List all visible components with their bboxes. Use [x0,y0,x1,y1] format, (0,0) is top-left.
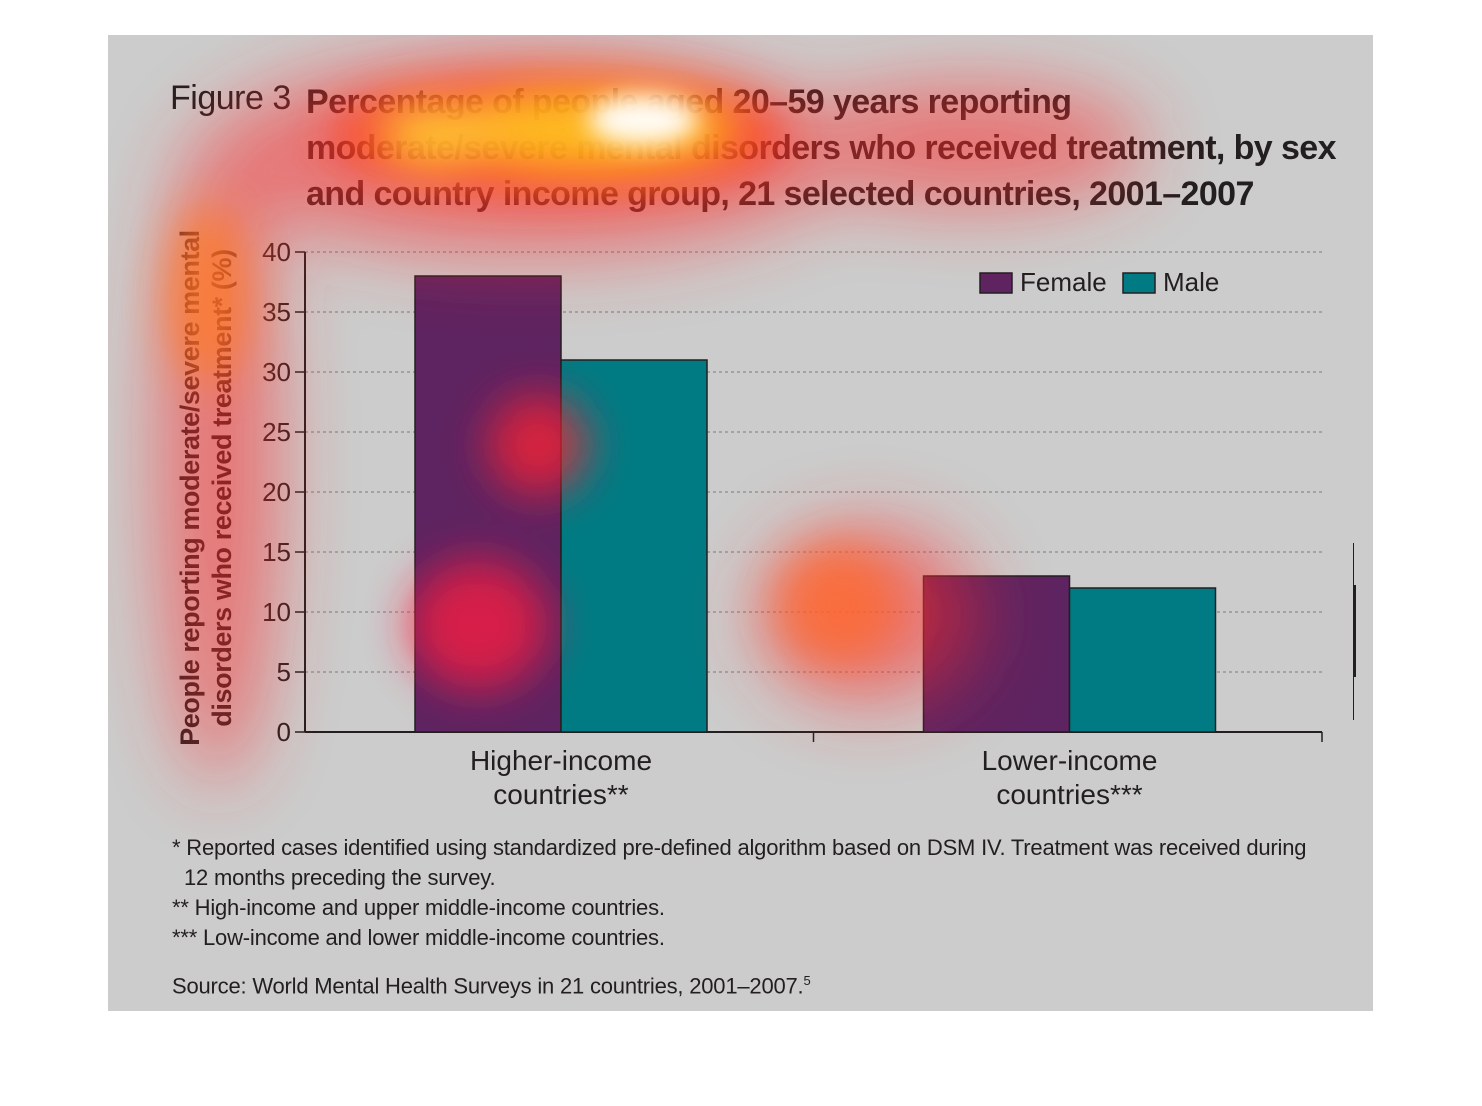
footnote-1-continued: 12 months preceding the survey. [184,865,496,890]
y-tick-label: 20 [262,477,291,507]
bar-male-0 [560,359,708,733]
footnote-3: *** Low-income and lower middle-income c… [172,925,665,950]
x-category-label: Lower-income [982,745,1158,776]
footnote-2: ** High-income and upper middle-income c… [172,895,665,920]
bar-female-1 [922,575,1071,733]
y-tick-label: 5 [277,657,291,687]
source-reference: 5 [803,973,811,988]
footnote-1: * Reported cases identified using standa… [172,835,1307,860]
footnotes: * Reported cases identified using standa… [172,833,1332,1001]
bar-male-1 [1068,587,1217,733]
y-tick-label: 25 [262,417,291,447]
y-tick-label: 30 [262,357,291,387]
y-tick-label: 0 [277,717,291,747]
legend-label-female: Female [1020,267,1107,297]
x-category-label: countries*** [996,779,1142,810]
legend-swatch-female [979,272,1013,294]
x-category-label: countries** [493,779,629,810]
x-category-label: Higher-income [470,745,652,776]
y-tick-label: 35 [262,297,291,327]
margin-line [1353,543,1354,720]
legend-swatch-male [1122,272,1156,294]
bar-chart: 0510152025303540Higher-incomecountries**… [262,237,1323,810]
figure-panel: Figure 3 Percentage of people aged 20–59… [108,35,1373,1011]
y-tick-label: 10 [262,597,291,627]
bar-female-0 [414,275,562,733]
legend-label-male: Male [1163,267,1219,297]
source-text: Source: World Mental Health Surveys in 2… [172,973,804,999]
y-tick-label: 40 [262,237,291,267]
margin-line-thick [1354,585,1356,677]
source-note: Source: World Mental Health Surveys in 2… [172,966,1332,1001]
y-tick-label: 15 [262,537,291,567]
